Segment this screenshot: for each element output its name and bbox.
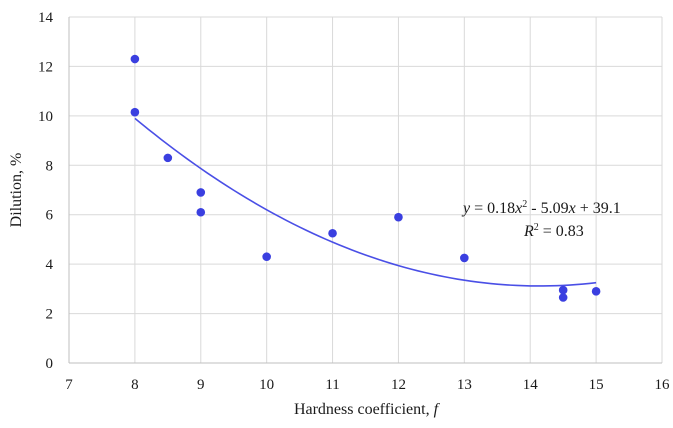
- data-point: [558, 293, 568, 302]
- y-tick-label: 4: [46, 257, 54, 273]
- data-point: [130, 107, 140, 117]
- x-tick-label: 11: [325, 377, 339, 393]
- y-tick-label: 2: [46, 307, 54, 323]
- trendline-equation: y = 0.18x2 - 5.09x + 39.1: [461, 199, 621, 217]
- r-squared-label: R2 = 0.83: [523, 222, 584, 240]
- data-point: [262, 252, 271, 262]
- data-points: [130, 54, 601, 302]
- x-tick-label: 7: [65, 377, 73, 393]
- data-point: [130, 54, 140, 64]
- x-tick-labels: 7 8 9 10 11 12 13 14 15 16: [65, 377, 670, 393]
- data-point: [460, 253, 469, 263]
- data-point: [328, 228, 337, 238]
- x-tick-label: 8: [131, 377, 139, 393]
- gridlines: [69, 16, 663, 363]
- x-tick-label: 9: [197, 377, 205, 393]
- y-tick-label: 0: [46, 356, 54, 372]
- y-tick-label: 6: [46, 208, 54, 224]
- axes: [68, 17, 662, 364]
- y-axis-title: Dilution, %: [8, 153, 25, 228]
- data-point: [196, 188, 206, 197]
- x-axis-title: Hardness coefficient, f: [294, 401, 441, 418]
- x-tick-label: 10: [259, 377, 274, 393]
- x-tick-label: 13: [457, 377, 472, 393]
- y-tick-label: 8: [46, 158, 54, 174]
- data-point: [394, 212, 403, 222]
- data-point: [163, 153, 173, 163]
- y-tick-label: 10: [38, 109, 53, 125]
- x-tick-label: 12: [391, 377, 406, 393]
- y-tick-labels: 0 2 4 6 8 10 12 14: [38, 10, 54, 372]
- x-tick-label: 14: [523, 377, 539, 393]
- x-tick-label: 16: [655, 377, 671, 393]
- y-tick-label: 14: [38, 10, 54, 26]
- trendline: [134, 117, 597, 287]
- data-point: [558, 285, 568, 295]
- x-tick-label: 15: [589, 377, 604, 393]
- data-point: [196, 207, 206, 217]
- y-tick-label: 12: [38, 59, 53, 75]
- data-point: [591, 287, 601, 296]
